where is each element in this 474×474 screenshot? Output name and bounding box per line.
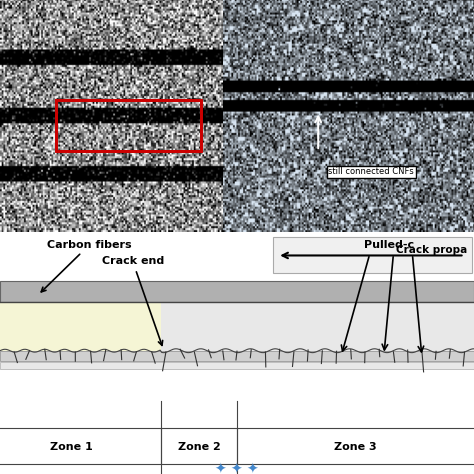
Text: still connected CNFs: still connected CNFs [328,167,414,176]
Text: Crack propa: Crack propa [396,245,467,255]
Text: Crack end: Crack end [101,256,164,346]
Text: Zone 2: Zone 2 [178,442,220,452]
Text: Zone 1: Zone 1 [50,442,92,452]
Bar [161,302,474,351]
Text: Pulled-c: Pulled-c [364,239,414,249]
Bar [0,351,474,361]
Text: Zone 3: Zone 3 [334,442,377,452]
Bar [56,100,201,151]
Text: Carbon fibers: Carbon fibers [41,239,132,292]
Bar [0,362,474,369]
Text: ✦ ✦ ✦: ✦ ✦ ✦ [215,463,259,474]
Bar [0,281,474,302]
Bar [0,302,161,351]
FancyBboxPatch shape [273,237,472,273]
